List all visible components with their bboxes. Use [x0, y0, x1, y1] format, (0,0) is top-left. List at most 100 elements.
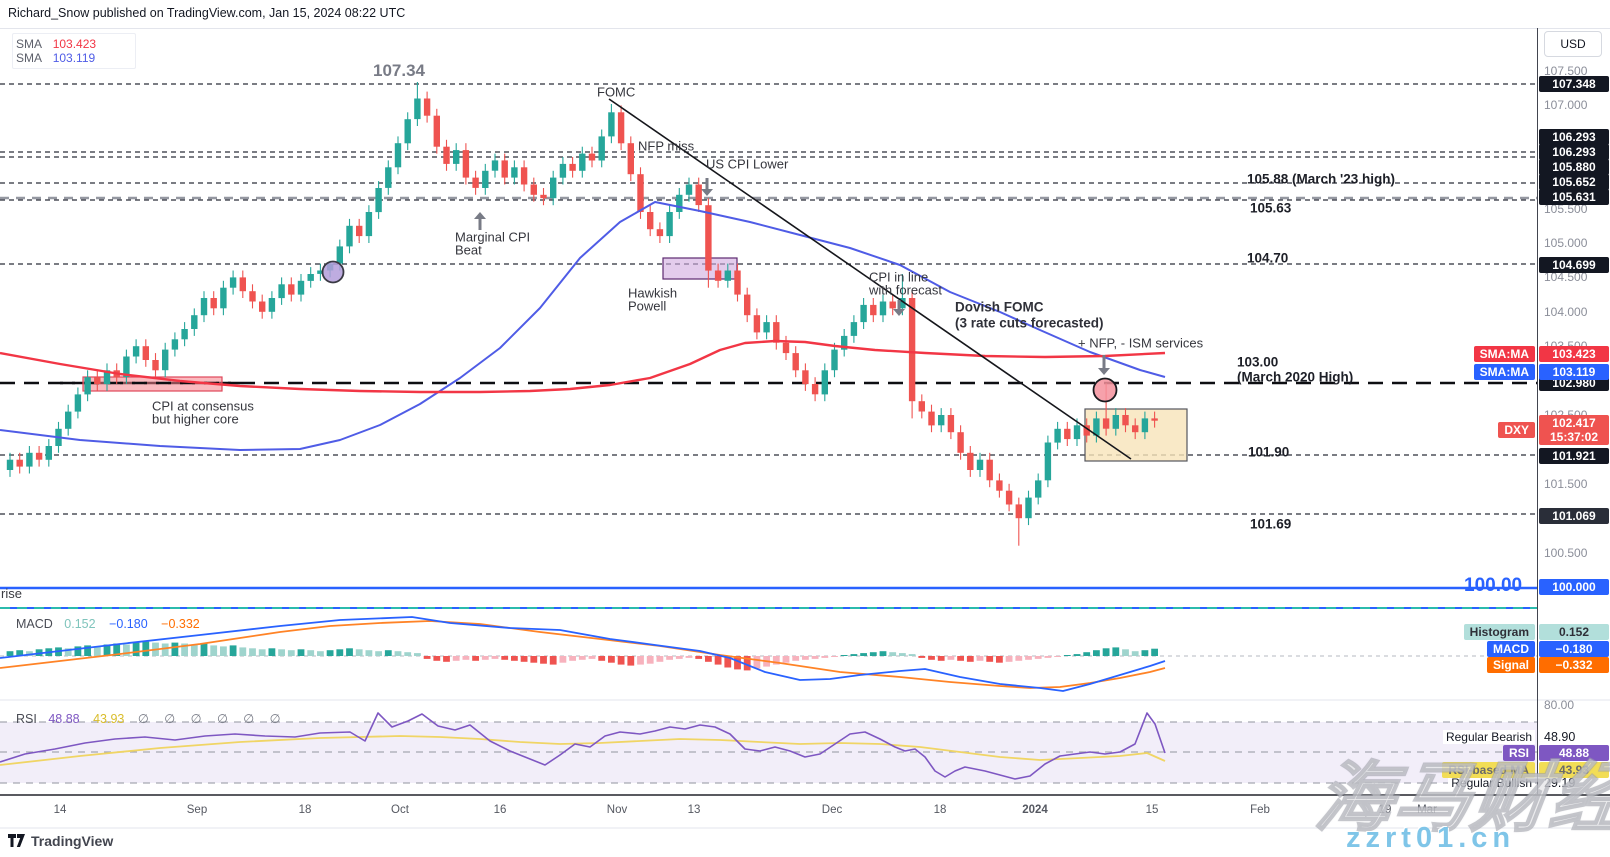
macd-line — [0, 616, 1166, 692]
chart-annotation: FOMC — [597, 84, 636, 100]
candle-body — [132, 346, 140, 357]
candle-body — [559, 163, 567, 178]
macd-histogram-bar — [190, 644, 198, 656]
time-tick-label[interactable]: 19 — [1378, 804, 1392, 816]
candle-body — [462, 150, 470, 178]
macd-histogram-bar — [530, 656, 538, 663]
candle-body — [821, 370, 828, 395]
level-label: 107.34 — [373, 61, 425, 80]
price-tick-label: 105.500 — [1544, 202, 1588, 216]
candle-body — [501, 160, 508, 178]
macd-histogram-bar — [181, 643, 188, 656]
macd-histogram-bar — [811, 656, 819, 659]
indicator-axis-label: MACD — [1487, 641, 1535, 657]
candle-body — [530, 184, 537, 195]
candle-body — [540, 194, 547, 199]
candle-body — [278, 284, 285, 299]
candle-body — [365, 212, 373, 237]
macd-histogram-bar — [937, 656, 945, 661]
candle-body — [870, 304, 877, 316]
macd-histogram-bar — [384, 650, 392, 656]
macd-histogram-bar — [220, 646, 227, 656]
macd-hist-value: 0.152 — [64, 617, 96, 631]
time-tick-label[interactable]: Feb — [1250, 804, 1270, 816]
candle-body — [550, 177, 557, 199]
candle-body — [123, 356, 130, 378]
time-tick-label[interactable]: Oct — [391, 804, 409, 816]
candle-body — [579, 153, 586, 171]
macd-histogram-bar — [84, 645, 91, 656]
time-tick-label[interactable]: Dec — [821, 804, 843, 816]
indicator-axis-label: Histogram — [1463, 624, 1535, 640]
time-tick-label[interactable]: 16 — [493, 804, 507, 816]
tradingview-logo-icon — [8, 833, 25, 847]
time-tick-label[interactable]: 15 — [1145, 804, 1159, 816]
sma-legend-box[interactable] — [12, 33, 136, 69]
price-level-badge: 106.293 — [1539, 129, 1609, 145]
candle-body — [482, 170, 489, 188]
sma1-label: SMA — [16, 37, 42, 51]
macd-histogram-bar — [249, 648, 256, 656]
sma-legend-row-2[interactable]: SMA 103.119 — [16, 51, 95, 65]
macd-histogram-bar — [1044, 656, 1052, 658]
time-tick-label[interactable]: 13 — [687, 804, 701, 816]
macd-histogram-bar — [355, 649, 363, 656]
macd-histogram-bar — [772, 656, 780, 665]
macd-histogram-bar — [132, 642, 140, 656]
candle-body — [608, 112, 615, 137]
time-tick-label[interactable]: Sep — [186, 804, 208, 816]
macd-histogram-bar — [627, 656, 635, 666]
candle-body — [26, 452, 33, 467]
macd-histogram-bar — [443, 656, 450, 662]
macd-histogram-bar — [695, 656, 703, 659]
candle-body — [1073, 425, 1081, 440]
sma2-label: SMA — [16, 51, 42, 65]
candle-body — [1132, 425, 1139, 433]
macd-histogram-bar — [889, 652, 897, 656]
candle-body — [423, 98, 431, 116]
time-tick-label[interactable]: 2024 — [1022, 804, 1048, 816]
macd-histogram-bar — [520, 656, 528, 662]
macd-histogram-bar — [501, 656, 509, 660]
candle-body — [569, 163, 576, 171]
macd-histogram-bar — [879, 651, 887, 656]
sma-slow-line — [0, 339, 1166, 394]
time-tick-label[interactable]: 18 — [298, 804, 312, 816]
candle-body — [220, 287, 227, 309]
chart-annotation: Hawkish — [628, 285, 678, 301]
candle-body — [850, 322, 858, 336]
chart-annotation: Dovish FOMC — [955, 299, 1044, 315]
macd-histogram-bar — [1063, 655, 1071, 656]
macd-name: MACD — [16, 617, 53, 631]
candle-body — [831, 349, 838, 371]
currency-toggle-button[interactable]: USD — [1544, 31, 1602, 57]
clipped-pane-label: rise — [1, 586, 22, 601]
macd-histogram-bar — [792, 656, 800, 661]
macd-histogram-bar — [394, 651, 402, 656]
rsi-legend[interactable]: RSI 48.88 43.93 ∅ ∅ ∅ ∅ ∅ ∅ — [16, 711, 287, 726]
time-tick-label[interactable]: 14 — [53, 804, 67, 816]
candle-body — [1102, 418, 1110, 429]
macd-histogram-bar — [462, 656, 470, 660]
macd-histogram-bar — [287, 650, 295, 656]
macd-histogram-bar — [743, 656, 751, 671]
price-level-badge: 101.921 — [1539, 448, 1609, 464]
candle-body — [346, 225, 353, 247]
time-tick-label[interactable]: Nov — [606, 804, 628, 816]
tradingview-brand[interactable]: TradingView — [8, 833, 113, 849]
price-tick-label: 100.500 — [1544, 546, 1588, 560]
candle-body — [268, 298, 276, 312]
macd-histogram-bar — [278, 649, 285, 656]
candle-body — [792, 353, 799, 371]
macd-histogram-bar — [171, 642, 179, 656]
macd-histogram-bar — [1141, 650, 1149, 656]
macd-legend[interactable]: MACD 0.152 −0.180 −0.332 — [16, 617, 200, 631]
time-tick-label[interactable]: Mar — [1417, 804, 1437, 816]
time-tick-label[interactable]: 18 — [933, 804, 947, 816]
candle-body — [433, 115, 440, 147]
sma-legend-row-1[interactable]: SMA 103.423 — [16, 37, 96, 51]
event-circle — [321, 260, 345, 284]
macd-histogram-bar — [1005, 656, 1013, 662]
macd-histogram-bar — [598, 656, 606, 661]
